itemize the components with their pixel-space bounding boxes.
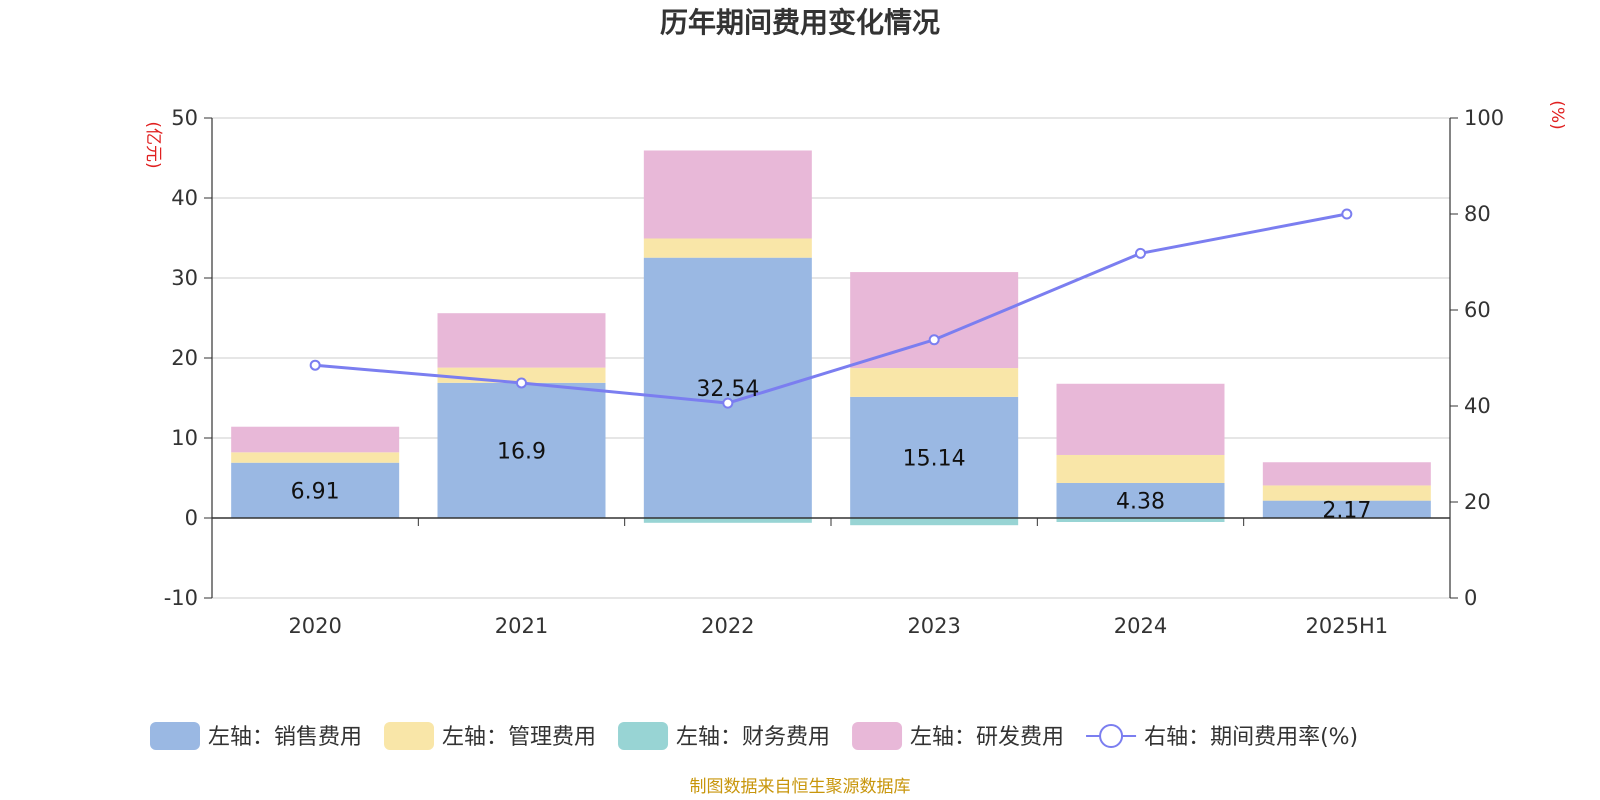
legend-swatch [852,722,903,750]
legend-label: 左轴：管理费用 [442,725,596,750]
axes: -10 0 10 20 30 40 50 0 20 40 60 80 100 2020 2021 2022 20… [164,106,1504,638]
right-tick-label: 80 [1464,202,1491,226]
legend-label: 左轴：财务费用 [676,725,830,750]
bar-data-label: 32.54 [696,377,759,402]
right-tick-label: 40 [1464,394,1491,418]
bar-segment [850,518,1019,526]
source-note: 制图数据来自恒生聚源数据库 [690,777,911,797]
legend-swatch [150,722,200,750]
bar-segment [643,238,812,258]
legend-marker [1099,724,1124,748]
bar-data-label: 2.17 [1322,498,1371,523]
bar-segment [231,452,400,463]
x-tick-label: 2020 [288,614,341,638]
bar-segment [1262,485,1431,501]
left-tick-label: 40 [171,186,198,210]
bar-segment [1056,482,1225,518]
bar-segment [850,272,1019,369]
chart-title: 历年期间费用变化情况 [660,6,940,39]
grid-lines [212,117,1450,599]
left-tick-label: 30 [171,266,198,290]
right-tick-label: 60 [1464,298,1491,322]
bar-segment [1056,383,1225,455]
bar-segment [1056,518,1225,522]
rate-line [315,212,1348,405]
left-tick-label: 20 [171,346,198,370]
bar-data-label: 16.9 [497,439,546,464]
legend-swatch [618,722,669,750]
left-tick-label: 10 [171,426,198,450]
bar-segment [1262,462,1431,486]
bar-series [231,150,1431,526]
bar-data-label: 4.38 [1116,489,1165,514]
bar-segment [643,150,812,239]
x-tick-label: 2023 [907,614,960,638]
rate-point [722,397,734,409]
bar-segment [643,257,812,518]
left-tick-label: 50 [171,106,198,130]
bar-segment [850,368,1019,397]
bar-segment [850,396,1019,518]
bar-data-label: 6.91 [291,479,340,504]
bar-segment [231,426,400,453]
rate-point [1135,247,1146,259]
legend-label: 右轴：期间费用率(%) [1144,725,1358,750]
rate-point [516,377,527,389]
bar-segment [231,462,400,518]
right-tick-label: 100 [1464,106,1504,130]
rate-point [1341,208,1353,220]
rate-point [309,359,321,371]
bar-segment [437,382,606,518]
data-labels: 6.91 16.9 32.54 15.14 4.38 2.17 [291,377,1372,523]
bar-segment [1056,454,1225,483]
bar-data-label: 15.14 [903,446,966,471]
x-tick-label: 2025H1 [1306,614,1389,638]
left-tick-label: -10 [164,586,198,610]
bar-segment [643,518,812,523]
x-tick-label: 2024 [1114,614,1167,638]
bar-segment [437,313,606,368]
right-axis-unit: (%) [1547,100,1567,129]
legend: 左轴：销售费用 左轴：管理费用 左轴：财务费用 左轴：研发费用 右轴：期间费用率(%) [150,722,1358,750]
bar-segment [1262,500,1431,518]
rate-line-series [309,208,1353,409]
legend-swatch [384,722,435,750]
left-tick-label: 0 [185,506,198,530]
right-tick-label: 20 [1464,490,1491,514]
legend-label: 左轴：研发费用 [910,725,1064,750]
legend-label: 左轴：销售费用 [208,725,362,750]
left-axis-unit: (亿元) [143,121,163,168]
right-tick-label: 0 [1464,586,1477,610]
rate-point [928,334,940,346]
x-tick-label: 2021 [495,614,548,638]
x-tick-label: 2022 [701,614,754,638]
